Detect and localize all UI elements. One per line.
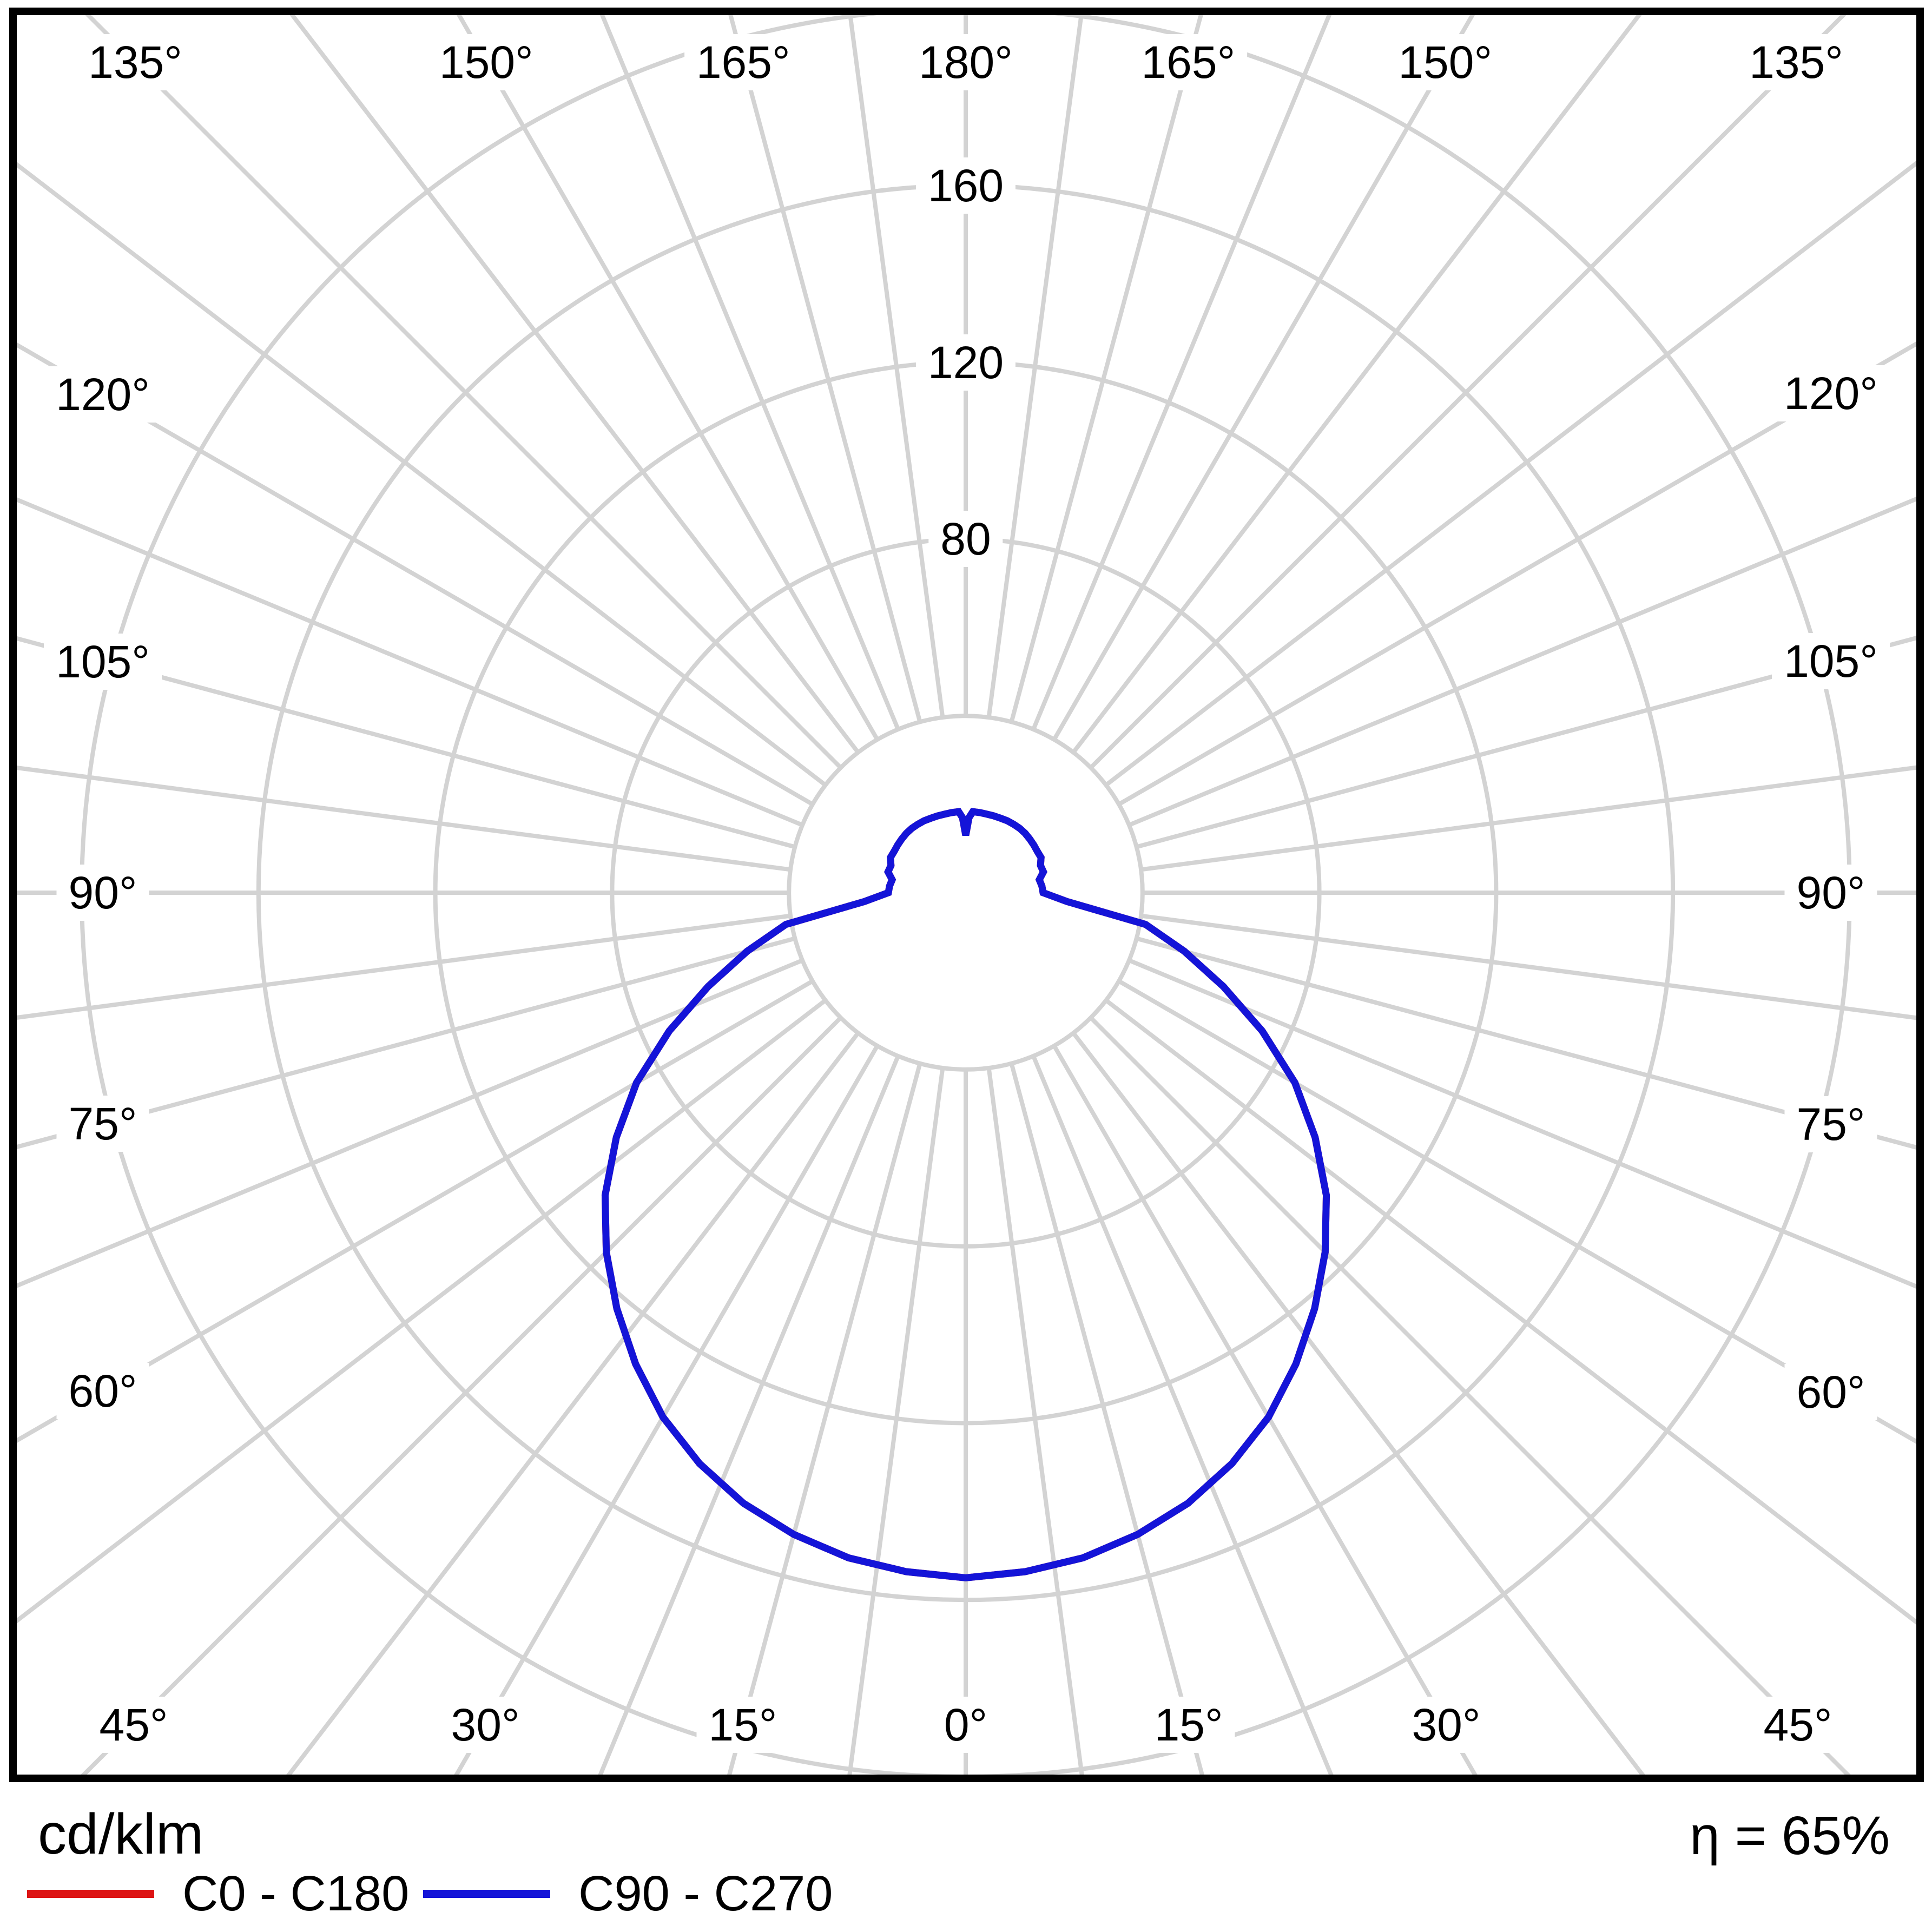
grid-spoke-157.5	[1031, 15, 1332, 730]
legend-swatch-blue-line	[423, 1890, 550, 1898]
grid-ring-40	[787, 714, 1145, 1072]
angle-label-135-right: 135°	[1737, 34, 1855, 90]
angle-label-45-right: 45°	[1751, 1697, 1844, 1753]
legend-swatch-red-line	[27, 1890, 154, 1898]
grid-spoke-75	[1136, 936, 1917, 1150]
grid-spoke-105	[1136, 635, 1917, 849]
angle-label-30-right: 30°	[1400, 1697, 1493, 1753]
grid-spoke-352.5	[847, 1067, 945, 1775]
grid-spoke-210	[456, 15, 880, 741]
angle-label-75-right: 75°	[1784, 1096, 1877, 1153]
ring-value-label-120: 120	[915, 334, 1016, 391]
angle-label-150-left: 150°	[427, 34, 545, 90]
grid-spoke-142.5	[1071, 15, 1642, 754]
angle-label-60-left: 60°	[56, 1362, 149, 1419]
grid-spoke-127.5	[1104, 160, 1917, 787]
angle-label-15-right: 15°	[1142, 1697, 1235, 1753]
grid-spoke-52.5	[1104, 998, 1917, 1626]
chart-frame	[9, 8, 1924, 1782]
angle-label-60-right: 60°	[1784, 1364, 1877, 1421]
angle-label-150-right: 150°	[1386, 34, 1505, 90]
grid-spoke-277.5	[17, 913, 791, 1020]
grid-spoke-112.5	[1128, 496, 1917, 827]
ring-value-label-160: 160	[915, 157, 1016, 214]
grid-spoke-165	[1009, 15, 1203, 723]
grid-spoke-195	[728, 15, 922, 723]
legend-item-c90-c270: C90 - C270	[423, 1865, 833, 1922]
angle-label-120-right: 120°	[1772, 365, 1890, 421]
angle-label-15-left: 15°	[696, 1697, 789, 1753]
grid-spoke-97.5	[1140, 765, 1917, 872]
angle-label-180: 180°	[907, 34, 1025, 90]
grid-spoke-345	[727, 1063, 922, 1775]
angle-label-165-left: 165°	[684, 34, 802, 90]
grid-spoke-247.5	[17, 497, 803, 827]
angle-label-165-right: 165°	[1129, 34, 1248, 90]
grid-spoke-217.5	[289, 15, 860, 754]
grid-spoke-60	[1118, 979, 1917, 1445]
angle-label-0: 0°	[932, 1697, 1000, 1753]
angle-label-105-right: 105°	[1772, 632, 1890, 689]
grid-spoke-255	[17, 636, 796, 849]
grid-spoke-37.5	[1071, 1031, 1646, 1775]
efficiency-label: η = 65%	[1690, 1805, 1890, 1866]
grid-spoke-82.5	[1140, 913, 1917, 1020]
angle-label-30-left: 30°	[439, 1697, 532, 1753]
angle-label-75-left: 75°	[56, 1096, 149, 1152]
angle-label-90-left: 90°	[56, 865, 149, 921]
legend-item-c0-c180: C0 - C180	[27, 1865, 409, 1922]
angle-label-135-left: 135°	[76, 34, 194, 90]
grid-spoke-7.5	[986, 1067, 1084, 1775]
grid-spoke-172.5	[986, 15, 1084, 718]
grid-spoke-232.5	[17, 162, 827, 787]
angle-label-45-left: 45°	[87, 1697, 180, 1753]
curve-C90-C270	[601, 808, 1330, 1581]
grid-spoke-202.5	[599, 15, 900, 730]
grid-spoke-22.5	[1031, 1055, 1334, 1775]
grid-spoke-292.5	[17, 958, 803, 1288]
angle-label-120-left: 120°	[44, 366, 162, 423]
grid-spoke-15	[1009, 1063, 1205, 1775]
grid-spoke-67.5	[1128, 958, 1917, 1289]
grid-spoke-307.5	[17, 998, 827, 1624]
grid-spoke-187.5	[848, 15, 945, 718]
grid-spoke-30	[1052, 1045, 1478, 1775]
grid-spoke-330	[453, 1045, 880, 1775]
legend-label-c0-c180: C0 - C180	[182, 1866, 410, 1921]
grid-spoke-262.5	[17, 766, 791, 872]
ring-value-label-80: 80	[928, 511, 1003, 568]
grid-spoke-150	[1052, 15, 1475, 741]
unit-label: cd/klm	[38, 1802, 204, 1866]
grid-spoke-240	[17, 342, 814, 807]
legend-label-c90-c270: C90 - C270	[578, 1866, 833, 1921]
angle-label-90-right: 90°	[1784, 865, 1877, 921]
grid-spoke-285	[17, 936, 796, 1150]
angle-label-105-left: 105°	[44, 633, 162, 690]
grid-spoke-337.5	[598, 1055, 900, 1775]
grid-spoke-120	[1118, 341, 1917, 807]
grid-spoke-300	[17, 979, 814, 1443]
intensity-curves	[601, 808, 1330, 1581]
grid-spoke-322.5	[286, 1031, 860, 1775]
